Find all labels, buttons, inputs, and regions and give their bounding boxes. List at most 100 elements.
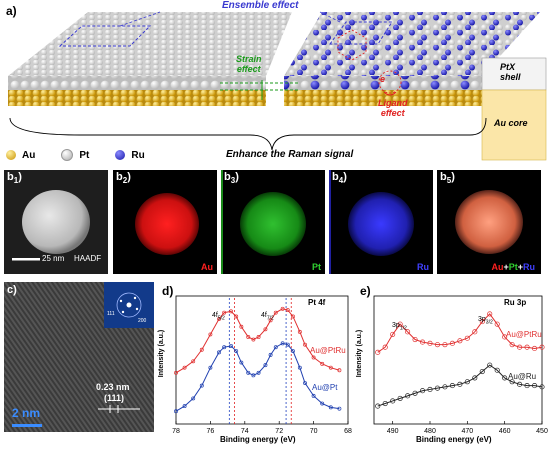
series-point-0: [412, 336, 418, 343]
series-point-0: [337, 368, 342, 373]
series-point-0: [434, 342, 441, 348]
legend-au-label: Au: [22, 149, 36, 161]
pt-slab-side: [8, 76, 266, 90]
panel-e-title: Ru 3p: [504, 298, 527, 307]
series-point-1: [285, 342, 290, 347]
x-tick-label: 460: [499, 428, 511, 435]
tile-haadf: b1) 25 nm HAADF: [4, 170, 108, 274]
panel-e-series1-name: Au@PtRu: [506, 330, 542, 339]
panel-d-series1-name: Au@PtRu: [310, 346, 346, 355]
series-point-0: [531, 345, 538, 352]
x-tick-label: 76: [207, 428, 215, 435]
series-point-0: [382, 344, 388, 350]
panel-d-peak2: 4f7/2: [261, 312, 274, 322]
series-point-0: [174, 370, 178, 375]
series-line-1: [175, 342, 340, 412]
series-point-1: [303, 381, 307, 385]
series-point-1: [291, 349, 295, 353]
ru-map-image: [329, 170, 414, 274]
au-core-box: [481, 89, 547, 161]
series-point-1: [390, 398, 396, 404]
series-point-1: [419, 388, 426, 394]
ligand-effect-label: Ligand effect: [378, 98, 408, 118]
series-point-0: [217, 317, 221, 321]
legend-pt-label: Pt: [79, 149, 90, 161]
series-point-0: [280, 306, 285, 311]
series-point-0: [268, 318, 273, 323]
panel-a-label: a): [6, 4, 17, 18]
series-point-0: [517, 344, 523, 350]
lattice-plane: (111): [104, 393, 125, 403]
series-point-1: [208, 365, 213, 370]
series-point-0: [509, 342, 515, 348]
series-point-0: [191, 359, 196, 364]
pt-map-element: Pt: [312, 262, 321, 272]
series-line-0: [175, 308, 340, 374]
series-point-0: [182, 365, 187, 370]
fft-label-111: 111: [107, 311, 115, 317]
series-point-0: [297, 329, 302, 334]
au-map-element: Au: [201, 262, 213, 272]
au-map-image: [135, 193, 199, 255]
series-point-0: [229, 309, 233, 314]
series-point-1: [464, 379, 470, 385]
x-tick-label: 68: [344, 428, 352, 435]
series-point-1: [273, 345, 278, 350]
series-point-1: [234, 349, 239, 353]
series-point-0: [251, 337, 256, 342]
au-core-label: Au core: [494, 118, 528, 128]
series-point-0: [239, 324, 244, 329]
x-tick-label: 450: [536, 428, 548, 435]
tile-pt-map: b3) Pt: [221, 170, 325, 274]
series-line-1: [377, 364, 543, 407]
strain-effect-label: Strain effect: [236, 54, 262, 74]
haadf-image: [12, 190, 90, 261]
series-point-0: [234, 314, 239, 319]
series-point-0: [419, 339, 426, 345]
series-point-0: [256, 335, 261, 339]
series-point-1: [280, 341, 285, 346]
hrtem-scale-text: 2 nm: [12, 406, 41, 420]
series-point-0: [199, 347, 204, 352]
tile-haadf-label: b1): [7, 171, 22, 186]
series-point-0: [246, 335, 251, 339]
series-point-1: [427, 386, 433, 392]
x-tick-label: 72: [275, 428, 283, 435]
series-point-0: [524, 344, 530, 350]
panel-c-label: c): [7, 284, 17, 296]
ligand-arrow: [383, 91, 397, 96]
series-point-1: [442, 384, 448, 390]
series-point-0: [375, 349, 381, 355]
series-point-0: [291, 314, 295, 319]
panel-d-label: d): [162, 284, 174, 298]
series-point-1: [246, 370, 251, 375]
series-point-1: [229, 343, 233, 348]
panel-e-xlabel: Binding energy (eV): [416, 435, 492, 444]
series-point-0: [263, 327, 268, 332]
series-point-1: [382, 400, 388, 407]
series-point-1: [328, 405, 333, 410]
pt-slab-surface: [8, 12, 292, 76]
pt-map-image: [221, 170, 306, 274]
series-point-0: [273, 310, 278, 315]
panel-d-peak1: 4f5/2: [212, 312, 225, 322]
tile-composite-map-label: b5): [440, 171, 455, 186]
ensemble-outline-right: [329, 21, 393, 45]
series-point-0: [303, 342, 307, 347]
x-tick-label: 70: [310, 428, 318, 435]
series-point-1: [524, 383, 530, 389]
series-point-1: [311, 393, 316, 398]
panel-a: a): [0, 0, 550, 162]
series-point-1: [217, 350, 221, 355]
ptru-slab-side: [284, 76, 482, 90]
panel-d-series2-name: Au@Pt: [312, 383, 338, 392]
legend: Au Pt Ru: [6, 148, 145, 162]
au-layer-right: [284, 90, 482, 106]
series-point-1: [268, 352, 273, 357]
ru-map-element: Ru: [417, 262, 429, 272]
ensemble-connector: [119, 11, 161, 27]
panel-d-title: Pt 4f: [308, 298, 326, 307]
x-tick-label: 78: [172, 428, 180, 435]
ensemble-effect-label: Ensemble effect: [222, 0, 299, 11]
panel-e-label: e): [360, 284, 371, 298]
